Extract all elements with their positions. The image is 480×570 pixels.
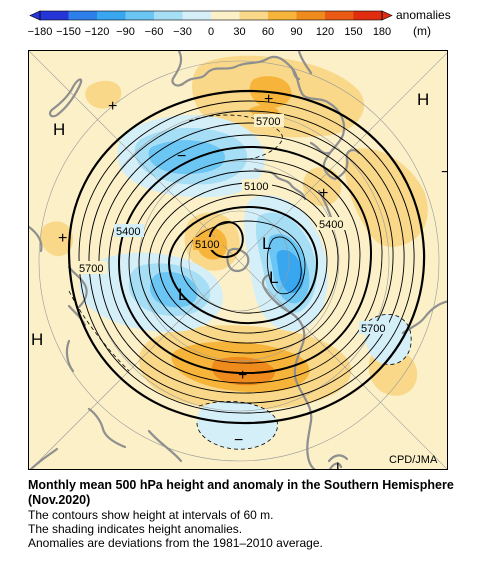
colorbar-ticks: −180 −150 −120 −90 −60 −30 0 30 60 90 120 150 180	[28, 26, 392, 38]
contour-labels: 5700 5100 5400 5100 5400 5700 5700	[77, 114, 389, 335]
colorbar-tick-label: 120	[316, 26, 334, 38]
caption-title: Monthly mean 500 hPa height and anomaly …	[28, 478, 454, 507]
contour-line	[98, 122, 394, 394]
contour-line	[128, 158, 361, 364]
colorbar-box	[211, 11, 240, 20]
plus-marker: +	[319, 185, 328, 202]
colorbar-tick-label: −150	[56, 26, 81, 38]
contour-line	[108, 134, 383, 384]
pressure-centers: H H H L L L L	[31, 90, 429, 470]
colorbar-frame	[39, 10, 383, 21]
contour-line	[158, 194, 328, 334]
low-center: L	[178, 285, 187, 304]
negative-anomaly-area	[148, 140, 225, 175]
high-center: H	[31, 330, 43, 349]
contour-label: 5100	[195, 239, 219, 251]
colorbar-tick-label: −60	[145, 26, 164, 38]
low-center: L	[269, 268, 278, 287]
positive-anomaly-area	[85, 80, 122, 109]
polar-map: 5700 5100 5400 5100 5400 5700 5700 H H H…	[28, 50, 448, 470]
colorbar-tick-label: 60	[262, 26, 274, 38]
caption-line: The shading indicates height anomalies.	[28, 522, 243, 536]
colorbar-box	[97, 11, 126, 20]
colorbar-box	[40, 11, 69, 20]
colorbar-tick-label: −120	[85, 26, 110, 38]
negative-anomaly-shading	[79, 114, 412, 450]
plus-marker: +	[238, 367, 247, 384]
contour-label: 5400	[319, 219, 343, 231]
high-center: H	[417, 90, 429, 109]
colorbar-box	[125, 11, 155, 20]
contour-line	[266, 236, 302, 295]
colorbar-arrow-min	[29, 10, 41, 21]
plus-marker: +	[108, 98, 117, 115]
colorbar-tick-label: −30	[173, 26, 192, 38]
contour-line	[207, 221, 244, 259]
colorbar-tick-label: −180	[28, 26, 53, 38]
caption-line: The contours show height at intervals of…	[28, 508, 274, 522]
contour-label: 5400	[116, 226, 140, 238]
minus-marker: −	[441, 164, 448, 181]
positive-anomaly-area	[40, 221, 74, 257]
plus-marker: +	[264, 91, 273, 108]
negative-anomaly-area	[276, 250, 304, 294]
map-credit: CPD/JMA	[389, 454, 438, 466]
plus-marker: +	[58, 230, 67, 247]
map-canvas: 5700 5100 5400 5100 5400 5700 5700 H H H…	[29, 51, 448, 470]
colorbar-tick-label: 150	[344, 26, 362, 38]
figure-caption: Monthly mean 500 hPa height and anomaly …	[28, 478, 473, 550]
high-center: H	[53, 120, 65, 139]
positive-anomaly-area	[211, 356, 275, 386]
contour-line	[117, 145, 373, 375]
colorbar-arrow-max	[381, 10, 393, 21]
colorbar-box	[353, 11, 383, 20]
contour-line	[67, 89, 426, 425]
contour-line	[138, 170, 350, 354]
colorbar-box	[325, 11, 354, 20]
colorbar-box	[182, 11, 212, 20]
contour-label: 5700	[79, 263, 103, 275]
contour-line	[78, 100, 415, 414]
colorbar-tick-label: 0	[208, 26, 214, 38]
contour-line	[88, 110, 405, 404]
contour-line	[148, 182, 339, 344]
colorbar-box	[268, 11, 297, 20]
caption-line: Anomalies are deviations from the 1981–2…	[28, 536, 323, 550]
colorbar-boxes	[29, 10, 393, 21]
contour-label: 5700	[361, 323, 385, 335]
colorbar-tick-label: −90	[116, 26, 135, 38]
zero-anomaly-contours	[68, 114, 412, 450]
minus-marker: −	[234, 432, 243, 449]
low-center: L	[336, 459, 344, 470]
negative-anomaly-area	[197, 401, 278, 450]
colorbar-box	[296, 11, 326, 20]
contour-label: 5100	[244, 181, 268, 193]
anomaly-colorbar: −180 −150 −120 −90 −60 −30 0 30 60 90 120 150 180 an…	[28, 8, 451, 38]
low-center: L	[262, 234, 271, 253]
colorbar-box	[154, 11, 183, 20]
contour-line	[167, 205, 319, 325]
anomaly-markers: + + + + + − − −	[58, 91, 448, 449]
height-contours	[67, 89, 426, 425]
colorbar-box	[239, 11, 269, 20]
minus-marker: −	[177, 148, 186, 165]
colorbar-tick-label: 180	[373, 26, 391, 38]
colorbar-tick-label: 30	[233, 26, 245, 38]
colorbar-box	[68, 11, 98, 20]
contour-label: 5700	[256, 116, 280, 128]
colorbar-unit: (m)	[413, 24, 431, 38]
colorbar-title: anomalies	[396, 8, 451, 22]
colorbar-tick-label: 90	[290, 26, 302, 38]
